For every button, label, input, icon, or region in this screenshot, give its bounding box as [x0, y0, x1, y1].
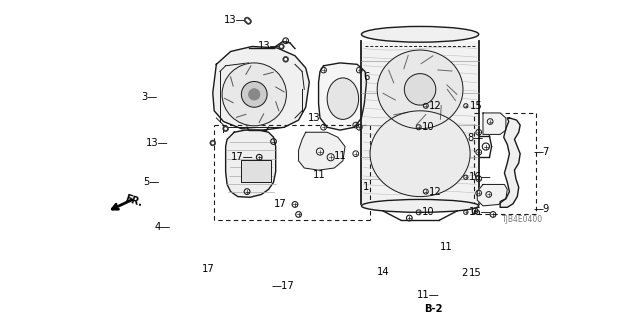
Text: 13—: 13— [224, 15, 247, 25]
Circle shape [246, 19, 252, 24]
Text: 13—: 13— [145, 138, 168, 148]
Text: 10: 10 [422, 207, 434, 217]
Text: 5—: 5— [143, 177, 159, 187]
Ellipse shape [222, 63, 287, 126]
Text: —7: —7 [533, 147, 549, 156]
Text: 6: 6 [363, 72, 369, 82]
Polygon shape [500, 118, 520, 207]
Text: FR.: FR. [124, 193, 143, 208]
Circle shape [248, 89, 260, 100]
Ellipse shape [362, 199, 479, 212]
Text: —9: —9 [533, 204, 549, 214]
Text: 16—: 16— [468, 207, 492, 217]
Text: 17: 17 [202, 264, 215, 274]
Circle shape [244, 17, 250, 23]
Polygon shape [477, 184, 508, 206]
Text: 17—: 17— [230, 152, 253, 162]
Polygon shape [212, 46, 309, 130]
Circle shape [247, 20, 250, 23]
Circle shape [223, 126, 228, 132]
Text: 1: 1 [363, 182, 369, 192]
Text: 13: 13 [308, 113, 321, 123]
Polygon shape [483, 113, 506, 134]
Circle shape [246, 19, 248, 21]
Polygon shape [298, 132, 345, 170]
Circle shape [284, 58, 287, 61]
Text: 12: 12 [429, 101, 442, 111]
Polygon shape [226, 130, 276, 197]
Circle shape [278, 44, 284, 49]
Text: 12: 12 [429, 187, 442, 196]
FancyBboxPatch shape [241, 160, 271, 181]
Text: 3—: 3— [141, 92, 157, 101]
Text: 4—: 4— [154, 222, 170, 232]
FancyBboxPatch shape [362, 42, 479, 204]
Text: B-2: B-2 [424, 304, 443, 314]
Circle shape [224, 127, 227, 130]
Circle shape [283, 56, 289, 62]
Text: TJB4E0400: TJB4E0400 [502, 215, 543, 224]
Circle shape [404, 74, 436, 105]
Ellipse shape [362, 27, 479, 42]
Text: 14: 14 [377, 267, 390, 277]
Text: 11: 11 [334, 151, 347, 161]
Text: 11—: 11— [417, 290, 439, 300]
Text: 17: 17 [273, 199, 286, 210]
Text: 10: 10 [422, 122, 434, 132]
Text: 15: 15 [468, 268, 481, 278]
Text: 11: 11 [313, 170, 326, 180]
Text: 8—: 8— [467, 133, 483, 143]
Text: —17: —17 [271, 281, 294, 291]
Text: 2: 2 [461, 268, 468, 278]
Circle shape [241, 82, 267, 107]
Text: 13—: 13— [258, 42, 280, 52]
Ellipse shape [327, 78, 358, 119]
Ellipse shape [377, 50, 463, 129]
Ellipse shape [370, 111, 470, 196]
Circle shape [280, 45, 283, 48]
Circle shape [210, 140, 216, 146]
Text: 11: 11 [440, 242, 453, 252]
Circle shape [211, 141, 214, 144]
Text: 15: 15 [470, 101, 483, 111]
Polygon shape [319, 63, 367, 130]
Text: 16—: 16— [468, 172, 492, 182]
